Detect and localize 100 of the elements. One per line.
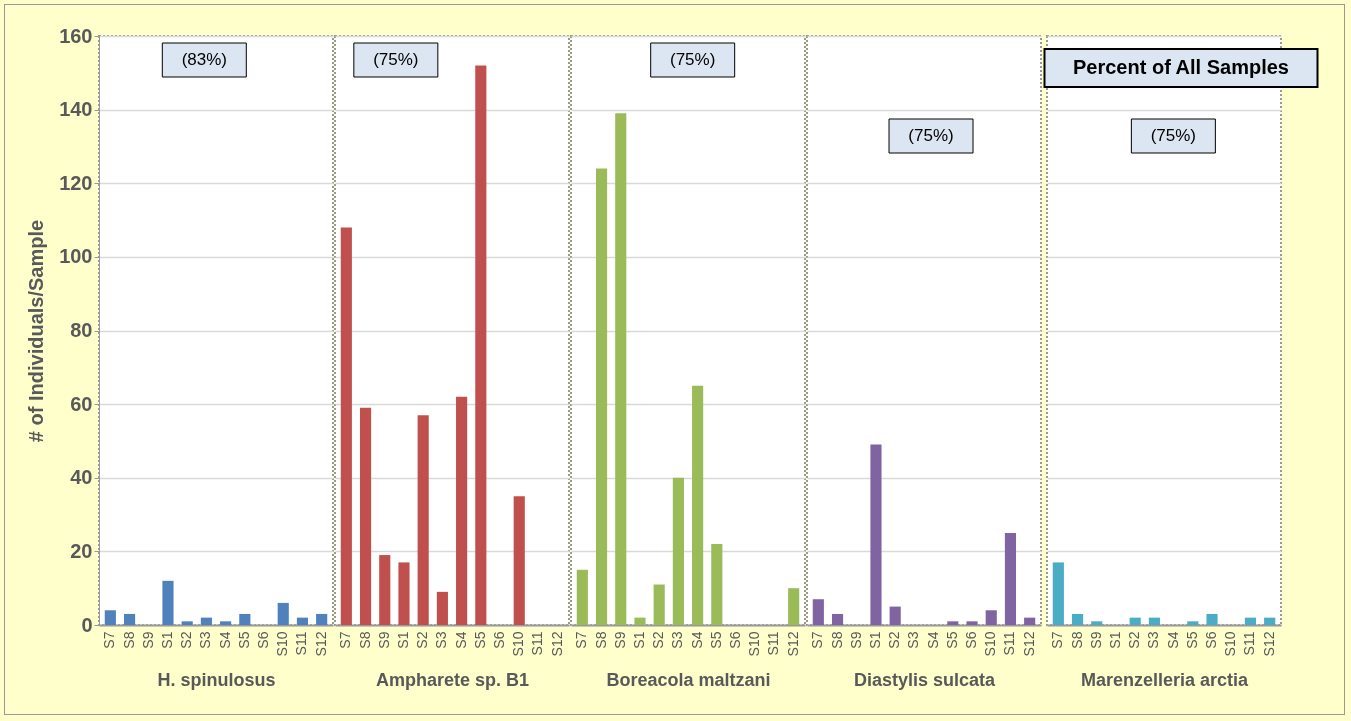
x-tick-label: S11 bbox=[529, 631, 546, 656]
x-tick-label: S10 bbox=[746, 631, 763, 657]
bar bbox=[1004, 532, 1017, 625]
x-tick-label: S6 bbox=[491, 631, 508, 649]
x-tick-label: S4 bbox=[924, 631, 941, 649]
x-tick-label: S3 bbox=[669, 631, 686, 649]
x-tick-label: S3 bbox=[433, 631, 450, 649]
x-tick-label: S6 bbox=[1203, 631, 1220, 649]
y-tick-label: 40 bbox=[70, 466, 93, 489]
bar bbox=[513, 496, 525, 625]
x-tick-label: S11 bbox=[293, 631, 310, 656]
x-tick-label: S4 bbox=[452, 631, 469, 649]
y-tick-label: 120 bbox=[59, 171, 93, 194]
x-tick-label: S1 bbox=[394, 631, 411, 649]
y-tick-label: 100 bbox=[59, 245, 93, 268]
bar bbox=[436, 591, 448, 625]
x-axis-title: Diastylis sulcata bbox=[853, 670, 997, 691]
x-tick-label: S3 bbox=[905, 631, 922, 649]
x-axis-title: H. spinulosus bbox=[157, 670, 276, 691]
x-tick-label: S8 bbox=[120, 631, 137, 649]
annotation: (75%) bbox=[373, 50, 419, 69]
bar bbox=[417, 415, 429, 625]
x-axis-title: Ampharete sp. B1 bbox=[375, 670, 530, 691]
bar bbox=[692, 385, 704, 625]
y-tick-label: 60 bbox=[70, 392, 93, 415]
bar bbox=[595, 168, 608, 625]
x-tick-label: S8 bbox=[828, 631, 845, 649]
bar bbox=[947, 621, 959, 625]
x-tick-label: S2 bbox=[178, 631, 195, 649]
bar bbox=[1091, 621, 1103, 625]
annotation: (75%) bbox=[908, 126, 954, 145]
bar bbox=[1148, 617, 1160, 625]
x-tick-label: S11 bbox=[765, 631, 782, 656]
x-tick-label: S4 bbox=[1164, 631, 1181, 649]
x-tick-label: S6 bbox=[255, 631, 272, 649]
bar bbox=[812, 599, 824, 625]
bar bbox=[1264, 617, 1276, 625]
bar bbox=[1071, 613, 1084, 625]
bar bbox=[340, 227, 352, 625]
x-tick-label: S10 bbox=[510, 631, 527, 657]
bar bbox=[1244, 617, 1257, 625]
x-tick-label: S7 bbox=[337, 631, 354, 649]
x-tick-label: S9 bbox=[375, 631, 392, 649]
x-tick-label: S9 bbox=[1087, 631, 1104, 649]
x-tick-label: S6 bbox=[727, 631, 744, 649]
x-tick-label: S11 bbox=[1241, 631, 1258, 656]
x-tick-label: S4 bbox=[216, 631, 233, 649]
bar bbox=[788, 588, 800, 625]
y-tick-label: 80 bbox=[70, 319, 93, 341]
x-tick-label: S2 bbox=[1126, 631, 1143, 649]
x-tick-label: S10 bbox=[274, 631, 291, 657]
y-axis-title: # of Individuals/Sample bbox=[25, 219, 48, 443]
x-tick-label: S1 bbox=[866, 631, 883, 649]
x-tick-label: S7 bbox=[1049, 631, 1066, 649]
x-tick-label: S8 bbox=[592, 631, 609, 649]
bar bbox=[870, 444, 882, 625]
x-tick-label: S5 bbox=[235, 631, 252, 649]
x-tick-label: S9 bbox=[847, 631, 864, 649]
bar bbox=[1206, 613, 1218, 625]
bar bbox=[398, 562, 410, 625]
bar bbox=[359, 407, 372, 625]
x-axis-title: Marenzelleria arctia bbox=[1080, 670, 1250, 691]
x-tick-label: S12 bbox=[312, 631, 329, 657]
x-tick-label: S8 bbox=[1068, 631, 1085, 649]
x-tick-label: S1 bbox=[1106, 631, 1123, 649]
x-tick-label: S10 bbox=[1222, 631, 1239, 657]
x-tick-label: S10 bbox=[982, 631, 999, 657]
x-tick-label: S2 bbox=[414, 631, 431, 649]
annotation: Percent of All Samples bbox=[1073, 56, 1289, 78]
x-tick-label: S12 bbox=[1260, 631, 1277, 657]
annotation: (75%) bbox=[670, 50, 716, 69]
x-tick-label: S6 bbox=[963, 631, 980, 649]
x-tick-label: S3 bbox=[197, 631, 214, 649]
annotation: (83%) bbox=[181, 50, 227, 69]
x-tick-label: S12 bbox=[784, 631, 801, 657]
bar bbox=[1024, 617, 1036, 625]
x-tick-label: S7 bbox=[573, 631, 590, 649]
x-tick-label: S5 bbox=[1183, 631, 1200, 649]
y-tick-label: 0 bbox=[81, 613, 93, 636]
y-tick-label: 20 bbox=[70, 539, 93, 562]
bar bbox=[379, 555, 391, 625]
y-tick-label: 160 bbox=[59, 24, 93, 47]
x-tick-label: S12 bbox=[548, 631, 565, 657]
x-tick-label: S1 bbox=[630, 631, 647, 649]
x-tick-label: S7 bbox=[101, 631, 118, 649]
x-tick-label: S2 bbox=[650, 631, 667, 649]
bar bbox=[475, 65, 487, 625]
bar bbox=[1187, 621, 1199, 625]
y-tick-label: 140 bbox=[59, 98, 93, 121]
bar bbox=[576, 569, 588, 625]
x-tick-label: S5 bbox=[471, 631, 488, 649]
x-tick-label: S3 bbox=[1145, 631, 1162, 649]
bar bbox=[711, 544, 723, 625]
bar bbox=[672, 477, 684, 625]
bar bbox=[831, 613, 844, 625]
x-tick-label: S12 bbox=[1020, 631, 1037, 657]
x-tick-label: S5 bbox=[707, 631, 724, 649]
x-tick-label: S11 bbox=[1001, 631, 1018, 656]
bar bbox=[889, 606, 901, 625]
x-tick-label: S7 bbox=[809, 631, 826, 649]
